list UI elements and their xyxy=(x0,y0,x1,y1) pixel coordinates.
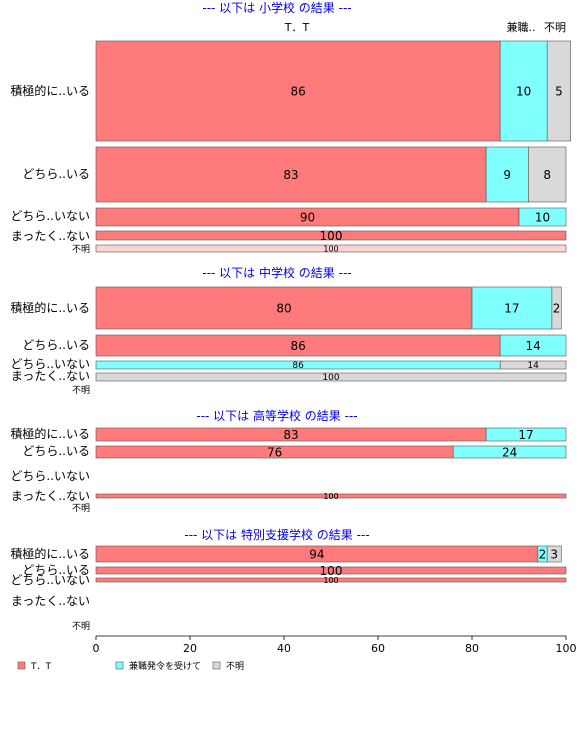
bar-segment xyxy=(95,566,567,575)
row-label: 不明 xyxy=(72,385,90,396)
row-label: 積極的に..いる xyxy=(10,426,90,441)
bar-segment xyxy=(95,146,487,203)
row-label: 不明 xyxy=(72,244,90,255)
bar-segment xyxy=(471,286,553,330)
legend-label: T．T xyxy=(30,662,51,672)
bar-value-label: 17 xyxy=(518,428,533,442)
row-label: 積極的に..いる xyxy=(10,83,90,98)
panel-title: --- 以下は 高等学校 の結果 --- xyxy=(196,408,357,423)
column-header: 不明 xyxy=(544,21,566,34)
x-tick-label: 40 xyxy=(277,642,291,655)
panel-title: --- 以下は 小学校 の結果 --- xyxy=(202,0,351,15)
row-label: どちら..いる xyxy=(22,444,90,458)
x-tick-label: 0 xyxy=(93,642,100,655)
bar-value-label: 14 xyxy=(527,361,539,371)
panel-title: --- 以下は 特別支援学校 の結果 --- xyxy=(184,527,369,542)
bar-value-label: 10 xyxy=(535,210,550,224)
bar-segment xyxy=(518,207,567,227)
bar-segment xyxy=(499,40,548,142)
row-label: どちら..いない xyxy=(10,573,90,587)
column-header: T．T xyxy=(284,21,310,34)
bar-segment xyxy=(485,427,567,442)
row-label: 不明 xyxy=(72,621,90,632)
bar-segment xyxy=(546,40,572,142)
bar-value-label: 3 xyxy=(550,547,558,561)
row-label: どちら..いる xyxy=(22,167,90,181)
bar-value-label: 86 xyxy=(290,339,305,353)
row-label: まったく..ない xyxy=(11,489,90,503)
bar-value-label: 83 xyxy=(283,168,298,182)
bar-value-label: 86 xyxy=(290,84,305,98)
row-label: どちら..いない xyxy=(10,469,90,483)
row-label: まったく..ない xyxy=(11,229,90,243)
bar-value-label: 10 xyxy=(516,84,531,98)
bar-segment xyxy=(95,577,567,583)
bar-value-label: 100 xyxy=(320,564,343,578)
bar-value-label: 17 xyxy=(504,301,519,315)
bar-value-label: 100 xyxy=(323,576,338,585)
bar-value-label: 2 xyxy=(539,547,547,561)
bar-value-label: 76 xyxy=(267,445,282,459)
bar-segment xyxy=(95,244,567,253)
x-tick-label: 100 xyxy=(556,642,577,655)
bar-value-label: 24 xyxy=(502,445,517,459)
row-label: まったく..ない xyxy=(11,369,90,383)
bar-value-label: 8 xyxy=(543,168,551,182)
bar-segment xyxy=(95,40,501,142)
bar-segment xyxy=(95,230,567,241)
legend-label: 不明 xyxy=(226,661,244,672)
bar-segment xyxy=(528,146,567,203)
bar-segment xyxy=(551,286,562,330)
legend-swatch xyxy=(212,661,221,670)
bar-segment xyxy=(485,146,529,203)
legend-swatch xyxy=(115,661,124,670)
bar-segment xyxy=(499,360,567,370)
column-header: 兼職.. xyxy=(507,21,536,34)
legend-label: 兼職発令を受けて xyxy=(129,660,201,672)
bar-value-label: 90 xyxy=(300,210,315,224)
bar-value-label: 80 xyxy=(276,301,291,315)
bar-value-label: 100 xyxy=(322,373,339,383)
bar-value-label: 5 xyxy=(555,84,563,98)
panel-title: --- 以下は 中学校 の結果 --- xyxy=(202,265,351,280)
bar-value-label: 86 xyxy=(292,361,304,371)
bar-value-label: 100 xyxy=(323,244,338,253)
row-label: まったく..ない xyxy=(11,594,90,608)
bar-value-label: 100 xyxy=(323,492,338,501)
bar-segment xyxy=(95,286,473,330)
bar-value-label: 83 xyxy=(283,428,298,442)
bar-value-label: 2 xyxy=(553,301,561,315)
bar-value-label: 100 xyxy=(320,229,343,243)
row-label: どちら..いる xyxy=(22,338,90,352)
bar-segment xyxy=(95,372,567,382)
row-label: 不明 xyxy=(72,503,90,514)
bar-value-label: 9 xyxy=(503,168,511,182)
bar-segment xyxy=(95,493,567,499)
bar-segment xyxy=(499,334,567,357)
bar-value-label: 14 xyxy=(525,339,540,353)
bar-segment xyxy=(452,445,567,459)
bar-segment xyxy=(546,545,562,563)
row-label: どちら..いる xyxy=(22,563,90,577)
legend-swatch xyxy=(17,661,26,670)
row-label: どちら..いない xyxy=(10,209,90,223)
row-label: どちら..いない xyxy=(10,357,90,371)
x-tick-label: 80 xyxy=(465,642,479,655)
row-label: 積極的に..いる xyxy=(10,300,90,315)
row-label: 積極的に..いる xyxy=(10,546,90,561)
x-tick-label: 20 xyxy=(183,642,197,655)
x-tick-label: 60 xyxy=(371,642,385,655)
bar-value-label: 94 xyxy=(309,547,324,561)
